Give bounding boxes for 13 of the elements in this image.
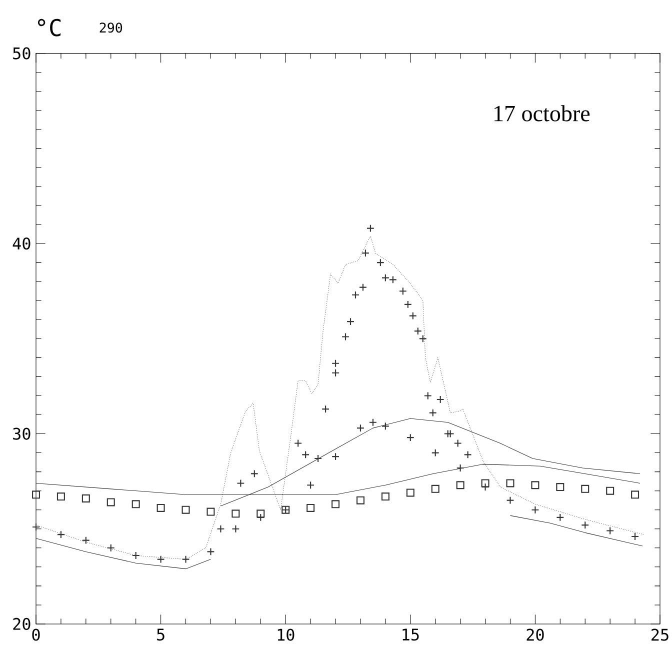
x-tick-label: 10: [278, 628, 294, 641]
y-tick-label: 30: [13, 428, 30, 440]
y-tick-label: 20: [13, 618, 30, 630]
x-tick-label: 20: [526, 628, 544, 641]
y-tick-label: 40: [12, 237, 30, 250]
x-tick-label: 15: [402, 628, 419, 641]
x-tick-label: 25: [652, 628, 668, 641]
x-tick-label: 5: [157, 628, 164, 641]
x-tick-label: 0: [32, 628, 40, 641]
annotation: 17 octobre: [494, 105, 590, 122]
y-tick-label: 50: [13, 47, 30, 60]
text: 290: [100, 22, 122, 33]
y-axis-title: °C: [38, 18, 61, 36]
